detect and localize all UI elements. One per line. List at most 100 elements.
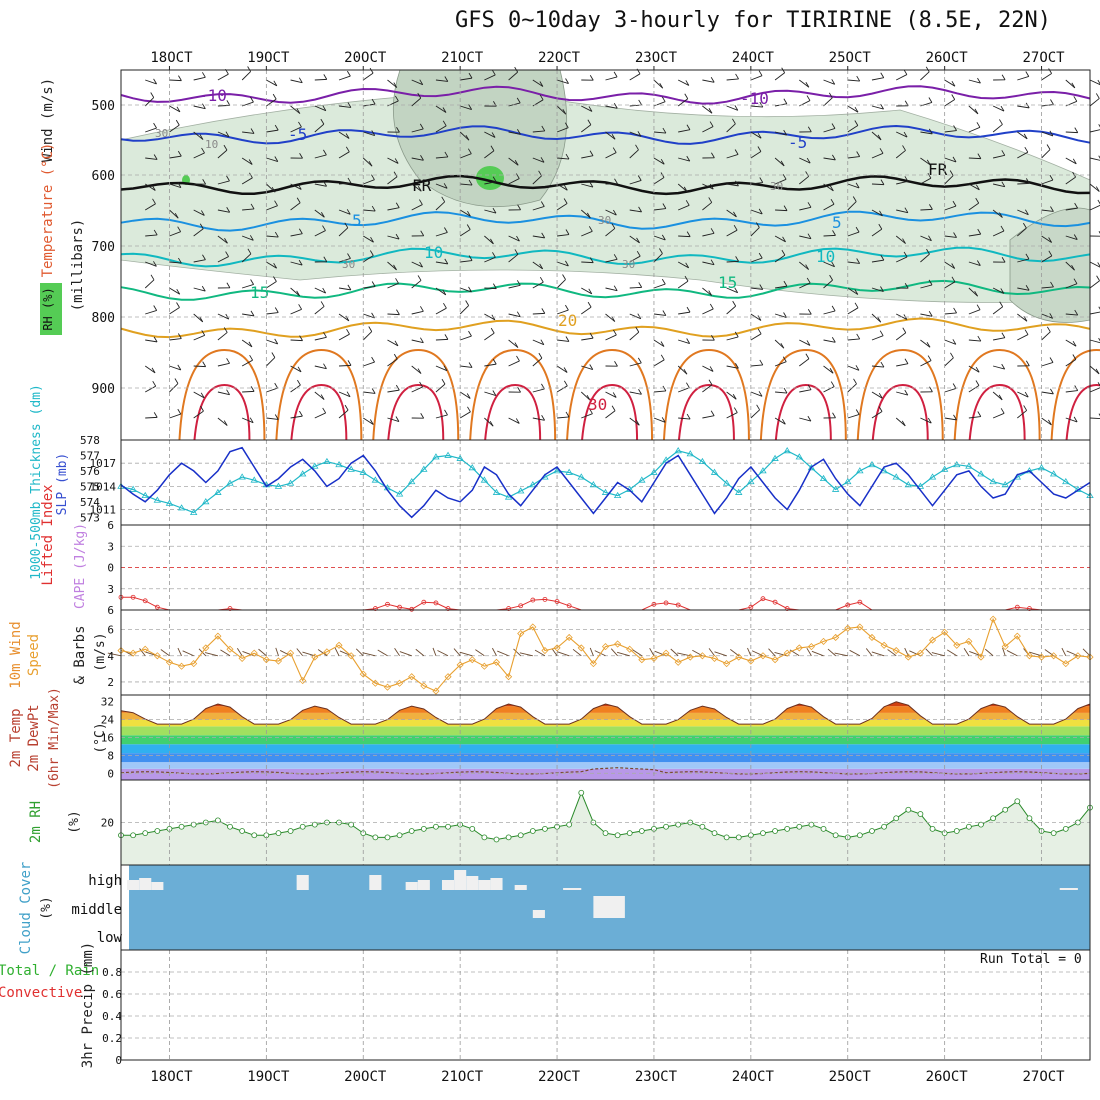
wind-barb [605, 228, 616, 237]
wind10-barb [437, 650, 449, 657]
precip-tick-label: 0.6 [102, 988, 122, 1001]
wind-barb [847, 156, 860, 159]
wind-barb-feather [174, 378, 179, 384]
wind-barb-feather [226, 389, 230, 395]
date-label-top: 21OCT [441, 50, 484, 66]
wind-barb-feather [635, 326, 640, 333]
wind-barb-feather [150, 92, 155, 98]
wind-barb-feather [902, 238, 906, 244]
wind-barb-feather [345, 146, 350, 153]
wind-barb [435, 338, 448, 341]
wind-barb [993, 337, 1005, 341]
wind-barb [193, 152, 205, 159]
wind-barb [363, 209, 376, 212]
wind-barb [217, 313, 229, 320]
wind-barb [556, 365, 568, 373]
wind-barb [145, 416, 158, 419]
wind-barb-feather [247, 248, 252, 255]
wind-barb [896, 391, 908, 396]
wind-barb-feather [395, 233, 400, 240]
thickness-marker [1001, 481, 1009, 488]
wind-barb-feather [828, 92, 833, 99]
wind-barb-feather [710, 77, 715, 83]
wind-speed-marker [686, 653, 694, 661]
wind-barb-feather [369, 250, 374, 256]
wind-speed-marker [735, 653, 743, 661]
wind-barb [847, 201, 857, 211]
wind-barb-feather [879, 210, 883, 217]
contour-30 [871, 383, 929, 441]
wind-barb [363, 391, 376, 394]
wind-barb [823, 261, 835, 268]
wind-barb [387, 358, 398, 367]
thickness-marker [1037, 464, 1046, 471]
wind-barb-feather [880, 179, 885, 185]
rh2m-marker [965, 823, 972, 830]
wind-barb [581, 230, 593, 237]
wind-speed-marker [565, 633, 573, 642]
wind-barb-feather [395, 416, 400, 422]
pressure-tick-label: 900 [92, 382, 115, 397]
wind-barb-feather [952, 200, 957, 207]
wind-barb [775, 391, 788, 394]
wind-barb-feather [1097, 79, 1100, 85]
wind-barb [411, 183, 422, 192]
wind10-barb [399, 651, 412, 657]
wind10-barb [258, 648, 267, 657]
wind-barb-feather [757, 315, 762, 321]
wind-speed-marker [614, 640, 622, 648]
wind-barb-feather [928, 128, 933, 135]
wind-barb-feather [589, 364, 594, 370]
wind-barb [774, 313, 787, 318]
contour-30 [968, 383, 1026, 441]
wind-barb [871, 131, 882, 141]
wind-barb-feather [442, 107, 447, 113]
wind-barb [435, 201, 446, 211]
wind-barb [605, 105, 618, 109]
wind-barb [193, 76, 206, 81]
wind-barb [774, 254, 786, 263]
rh2m-marker [917, 811, 924, 817]
temp-tick-label: 0 [107, 767, 114, 780]
wind-barb [799, 235, 812, 240]
wind-barb [823, 234, 836, 237]
wind-barb [290, 202, 301, 211]
temp-tick-label: 16 [101, 732, 114, 745]
wind-barb [338, 105, 351, 108]
wind-barb-feather [178, 257, 182, 264]
wind-barb [847, 183, 860, 189]
rh2m-marker [832, 832, 839, 839]
wind-barb [678, 157, 690, 162]
wind-barb [799, 261, 809, 270]
wind-barb [193, 228, 204, 237]
wind-barb-feather [322, 287, 327, 294]
wind-speed-marker [892, 646, 900, 655]
wind-barb [605, 209, 617, 216]
wind-barb-feather [1046, 144, 1051, 150]
wind-barb [823, 79, 835, 85]
wind-barb-feather [659, 82, 664, 89]
wind-barb [823, 386, 835, 393]
wind-barb [968, 309, 981, 315]
wind-barb [508, 131, 521, 135]
wind-speed-marker [432, 687, 440, 695]
thickness-marker [686, 450, 694, 457]
wind-barb-feather [805, 353, 810, 360]
wind-barb-feather [732, 118, 736, 125]
wind-barb-feather [417, 92, 422, 99]
wind-barb [241, 101, 254, 107]
wind-barb-feather [829, 367, 834, 374]
thickness-tick-label: 573 [80, 511, 100, 524]
wind-barb-feather [685, 200, 690, 206]
wind-barb [920, 253, 930, 263]
wind-barb-feather [226, 100, 231, 106]
rh2m-marker [856, 832, 863, 839]
wind-barb [217, 209, 230, 213]
wind-barb [411, 157, 424, 161]
wind-barb [992, 183, 1005, 188]
wind-barb-feather [420, 230, 425, 237]
wind-barb-feather [274, 307, 279, 313]
wind-barb [1065, 313, 1078, 316]
wind-barb [920, 284, 933, 289]
contour-25 [856, 348, 944, 441]
